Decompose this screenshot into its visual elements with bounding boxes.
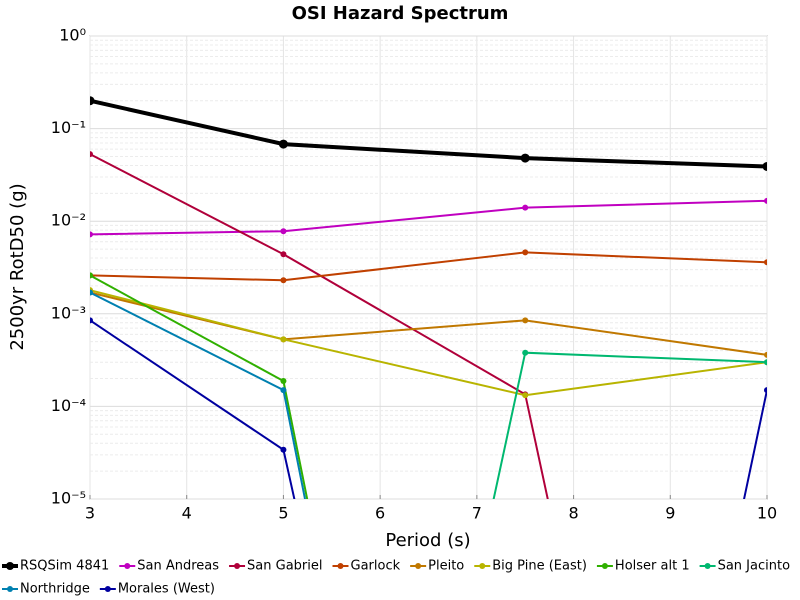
point (280, 378, 287, 385)
point (764, 259, 767, 266)
legend-label: San Andreas (137, 559, 219, 574)
point (90, 231, 93, 238)
legend-item: RSQSim 4841 (2, 559, 109, 574)
point (280, 446, 287, 453)
legend-item: Pleito (410, 559, 464, 574)
y-tick-label: 10⁻² (51, 211, 86, 230)
point (522, 204, 529, 211)
legend-swatch-dot (704, 563, 711, 569)
x-tick-label: 9 (665, 504, 675, 523)
point (520, 153, 530, 163)
point (764, 351, 767, 358)
legend-swatch-dot (104, 586, 111, 592)
legend-swatch-dot (234, 563, 241, 569)
point (522, 392, 529, 399)
plot-area (89, 35, 768, 500)
point (90, 272, 93, 279)
legend-item: Holser alt 1 (596, 559, 690, 574)
x-tick-label: 3 (85, 504, 95, 523)
legend-label: Holser alt 1 (615, 559, 690, 574)
point (764, 359, 767, 366)
legend-swatch-dot (7, 586, 13, 592)
point (280, 277, 287, 284)
series-line (90, 98, 767, 169)
legend-label: Pleito (428, 559, 464, 574)
legend-label: San Gabriel (247, 559, 322, 574)
grid (89, 35, 768, 500)
legend-label: Garlock (351, 559, 401, 574)
legend-item: Garlock (332, 559, 401, 574)
x-tick-label: 4 (182, 504, 192, 523)
point (278, 139, 288, 149)
y-tick-label: 10⁻⁴ (51, 396, 86, 415)
point (280, 336, 287, 343)
plot (90, 96, 767, 499)
y-tick-label: 10⁻³ (51, 303, 86, 322)
y-tick-label: 10⁰ (59, 26, 86, 45)
x-axis-label: Period (s) (385, 530, 470, 551)
point (522, 349, 529, 356)
x-tick-label: 6 (375, 504, 385, 523)
x-tick-label: 7 (472, 504, 482, 523)
legend-swatch-dot (415, 563, 422, 569)
legend-swatch-dot (479, 563, 486, 569)
point (762, 161, 767, 171)
point (90, 96, 95, 106)
series-line (90, 319, 767, 499)
series-line (90, 274, 309, 499)
point (522, 249, 529, 256)
y-tick-label: 10⁻⁵ (51, 489, 86, 508)
x-tick-label: 5 (278, 504, 288, 523)
point (764, 197, 767, 204)
legend-label: RSQSim 4841 (20, 559, 109, 574)
series-line (90, 251, 767, 282)
point (90, 289, 93, 296)
point (280, 251, 287, 258)
point (522, 317, 529, 324)
y-axis-label: 2500yr RotD50 (g) (7, 183, 28, 350)
legend-label: San Jacinto (718, 559, 790, 574)
legend-swatch-dot (6, 562, 14, 570)
point (90, 151, 93, 158)
point (90, 317, 93, 324)
legend-item: San Jacinto (699, 559, 790, 574)
series-line (90, 291, 767, 356)
series-line (492, 351, 767, 499)
series-line (90, 289, 767, 397)
axes: 3 4 5 6 7 8 9 10 10⁻⁵ 10⁻⁴ 10⁻³ 10⁻² 10⁻¹ 10⁰ (51, 26, 777, 523)
point (280, 228, 287, 235)
point (280, 387, 287, 394)
legend-swatch-dot (337, 563, 344, 569)
y-tick-label: 10⁻¹ (51, 118, 86, 137)
legend-item: San Andreas (119, 559, 219, 574)
x-tick-label: 8 (568, 504, 578, 523)
legend-label: Big Pine (East) (492, 559, 587, 574)
x-tick-label: 10 (757, 504, 777, 523)
legend-swatch-dot (601, 563, 608, 569)
legend-swatch-dot (124, 563, 131, 569)
legend-item: Northridge (2, 582, 90, 597)
series-line (90, 199, 767, 236)
legend-item: Morales (West) (99, 582, 215, 597)
legend-label: Northridge (20, 582, 90, 597)
legend-label: Morales (West) (118, 582, 215, 597)
legend-item: San Gabriel (229, 559, 323, 574)
point (764, 387, 767, 394)
series-line (90, 291, 307, 499)
chart-title: OSI Hazard Spectrum (292, 3, 509, 24)
legend-item: Big Pine (East) (474, 559, 587, 574)
legend: RSQSim 4841 San Andreas San Gabriel Garlock… (2, 559, 790, 597)
series-line (90, 153, 549, 499)
